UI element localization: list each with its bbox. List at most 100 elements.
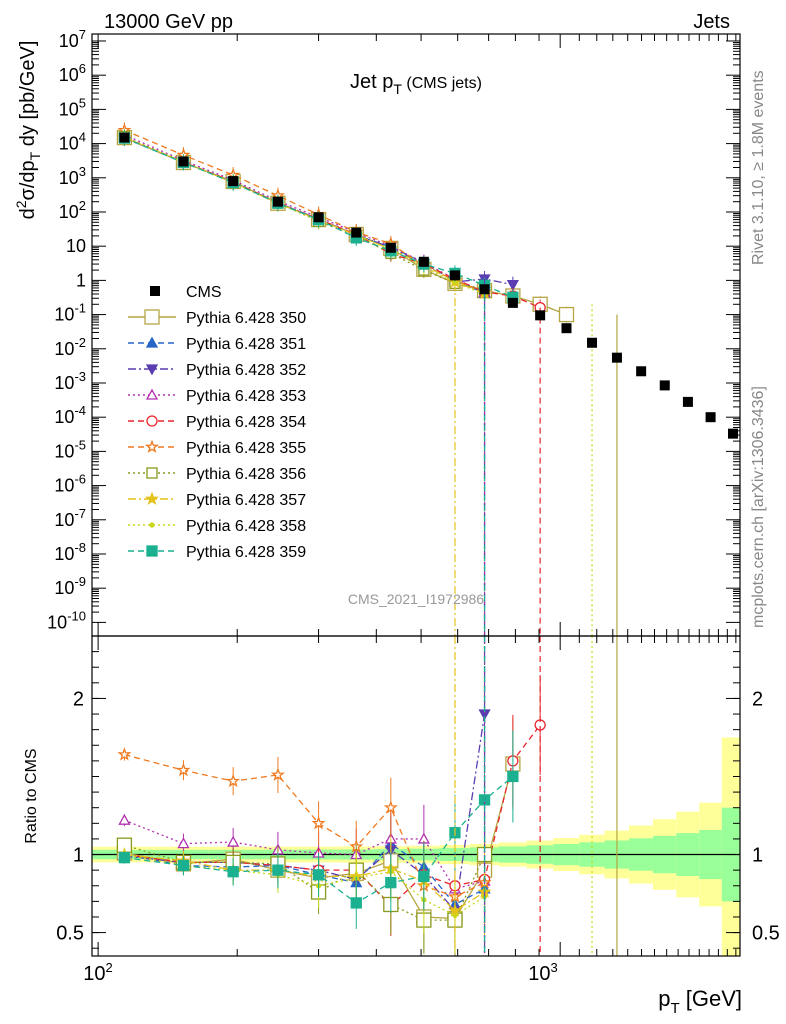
ratio-series-351 — [118, 813, 491, 943]
main-ylabel: d2σ/dpT dy [pb/GeV] — [13, 41, 43, 220]
legend-label: Pythia 6.428 357 — [186, 492, 306, 509]
cms-data-point — [535, 310, 546, 321]
legend-item-cms: CMS — [150, 284, 222, 301]
data-point — [146, 467, 158, 479]
legend-item-350: Pythia 6.428 350 — [128, 309, 306, 327]
legend-item-353: Pythia 6.428 353 — [128, 388, 306, 405]
y-tick-label: 106 — [59, 61, 86, 85]
data-point — [385, 876, 397, 889]
data-point — [177, 837, 190, 849]
header-left: 13000 GeV pp — [104, 11, 233, 33]
data-point — [272, 864, 284, 876]
y-tick-label: 10-7 — [54, 506, 86, 530]
legend-label: Pythia 6.428 358 — [186, 518, 306, 535]
mcplots-label: mcplots.cern.ch [arXiv:1306.3436] — [750, 386, 767, 628]
y-tick-label: 10-10 — [47, 608, 86, 632]
ratio-series-352 — [118, 672, 491, 949]
legend-item-358: Pythia 6.428 358 — [128, 518, 306, 535]
y-tick-label: 105 — [59, 95, 86, 119]
legend-item-354: Pythia 6.428 354 — [128, 414, 306, 431]
legend: CMS Pythia 6.428 350 Pythia 6.428 351 Pythi… — [128, 284, 306, 561]
data-point — [270, 767, 286, 781]
ratio-line — [124, 853, 485, 912]
cms-data-point — [705, 412, 716, 423]
x-tick-100: 102 — [83, 960, 112, 985]
y-tick-label: 10-1 — [54, 301, 86, 325]
series-line — [124, 134, 485, 293]
ratio-y-label: 1 — [752, 845, 763, 867]
data-point — [144, 309, 160, 325]
cms-data-point — [313, 212, 324, 223]
ratio-frame — [91, 635, 741, 957]
y-tick-label: 10-5 — [54, 437, 86, 461]
rivet-label: Rivet 3.1.10, ≥ 1.8M events — [750, 70, 767, 265]
data-point — [146, 545, 158, 557]
legend-label: Pythia 6.428 352 — [186, 362, 306, 379]
data-point — [311, 815, 326, 830]
cms-data-point — [449, 270, 460, 281]
y-tick-label: 10-8 — [54, 540, 86, 564]
x-axis-label: pT [GeV] — [658, 986, 742, 1017]
data-point — [118, 813, 131, 825]
cms-data-point — [611, 352, 622, 363]
data-point — [176, 762, 191, 777]
data-point — [506, 280, 519, 291]
analysis-id: CMS_2021_I1972986 — [348, 591, 484, 607]
legend-item-351: Pythia 6.428 351 — [128, 336, 306, 353]
data-point — [312, 869, 325, 881]
ratio-ylabel: Ratio to CMS — [23, 748, 40, 843]
legend-item-352: Pythia 6.428 352 — [128, 362, 306, 379]
y-tick-label: 10-3 — [54, 369, 86, 393]
x-tick-1000: 103 — [528, 960, 557, 985]
y-tick-label: 102 — [59, 198, 86, 222]
ratio-y-label: 2 — [73, 688, 84, 710]
ratio-y-label: 0.5 — [752, 923, 780, 945]
y-tick-label: 10-4 — [54, 403, 86, 427]
ratio-line — [124, 853, 485, 917]
legend-marker — [150, 286, 160, 296]
main-panel: 10-10 10-9 10-8 10-7 10-6 10-5 10-4 10-3 10-2 10-… — [47, 27, 741, 637]
ratio-line — [124, 844, 486, 921]
ratio-line — [124, 842, 485, 906]
ratio-y-label: 0.5 — [56, 923, 84, 945]
cms-data-point — [659, 380, 670, 391]
legend-label: Pythia 6.428 355 — [186, 440, 306, 457]
cms-data-point — [479, 284, 490, 295]
cms-data-point — [385, 242, 396, 253]
cms-data-point — [636, 366, 647, 377]
legend-label: Pythia 6.428 350 — [186, 310, 306, 327]
chart-title: Jet pT (CMS jets) — [350, 71, 482, 97]
cms-data-point — [682, 396, 693, 407]
legend-label: CMS — [186, 284, 222, 301]
data-point — [144, 491, 160, 505]
ratio-line — [124, 754, 485, 898]
y-tick-label: 10 — [66, 236, 86, 256]
y-tick-label: 10-2 — [54, 335, 86, 359]
cms-data-point — [418, 256, 429, 267]
legend-label: Pythia 6.428 353 — [186, 388, 306, 405]
data-point — [507, 770, 519, 783]
ratio-line — [124, 713, 486, 913]
ratio-series-355 — [117, 747, 492, 935]
data-point — [350, 897, 362, 909]
legend-label: Pythia 6.428 351 — [186, 336, 306, 353]
data-point — [383, 800, 398, 814]
cms-data-point — [178, 156, 189, 167]
legend-label: Pythia 6.428 356 — [186, 466, 306, 483]
legend-item-357: Pythia 6.428 357 — [128, 491, 306, 509]
legend-item-356: Pythia 6.428 356 — [128, 466, 306, 483]
cms-data-point — [587, 337, 598, 348]
y-tick-label: 107 — [59, 27, 86, 51]
data-point — [145, 388, 159, 400]
cms-data-point — [228, 176, 239, 187]
y-tick-label: 103 — [59, 164, 86, 188]
data-point — [117, 747, 132, 761]
data-point — [227, 835, 240, 847]
ratio-series-356 — [116, 812, 493, 956]
cms-data-point — [507, 297, 518, 308]
legend-label: Pythia 6.428 359 — [186, 544, 306, 561]
data-point — [144, 439, 160, 453]
y-tick-label: 104 — [59, 130, 86, 154]
data-point — [558, 306, 575, 323]
y-tick-label: 10-9 — [54, 574, 86, 598]
